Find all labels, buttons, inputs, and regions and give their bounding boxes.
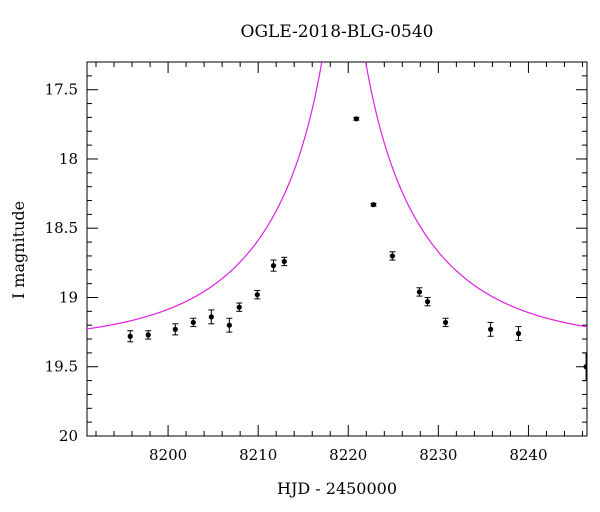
- y-tick-label: 19.5: [45, 358, 78, 376]
- y-tick-label: 17.5: [45, 81, 78, 99]
- data-marker: [583, 364, 587, 370]
- data-marker: [389, 253, 396, 259]
- data-point: [145, 330, 152, 340]
- data-point: [442, 317, 449, 328]
- data-marker: [172, 326, 178, 332]
- data-marker: [488, 326, 494, 332]
- data-marker: [370, 202, 377, 208]
- x-axis-label: HJD - 2450000: [277, 479, 397, 498]
- data-marker: [442, 319, 449, 326]
- data-marker: [226, 322, 232, 328]
- data-marker: [353, 116, 359, 122]
- data-point: [416, 287, 423, 297]
- x-tick-label: 8200: [149, 446, 187, 464]
- y-tick-label: 19: [59, 288, 78, 306]
- x-tick-label: 8230: [419, 446, 457, 464]
- data-point: [515, 326, 522, 341]
- data-marker: [145, 332, 151, 338]
- data-point: [172, 323, 179, 336]
- data-point: [281, 256, 288, 267]
- data-marker: [270, 263, 277, 269]
- data-point: [370, 202, 377, 208]
- data-point: [127, 330, 134, 343]
- data-marker: [236, 304, 242, 310]
- data-point: [270, 259, 277, 272]
- data-point: [583, 352, 587, 382]
- data-point: [389, 251, 396, 261]
- data-marker: [281, 258, 287, 265]
- data-marker: [424, 299, 431, 305]
- x-tick-label: 8210: [239, 446, 277, 464]
- data-point: [424, 296, 431, 307]
- data-marker: [254, 292, 260, 298]
- x-tick-label: 8240: [509, 446, 547, 464]
- data-marker: [515, 330, 522, 337]
- data-point: [353, 116, 360, 122]
- data-point: [487, 321, 494, 337]
- data-point: [226, 317, 233, 333]
- data-marker: [190, 319, 196, 326]
- data-point: [190, 317, 197, 328]
- data-point: [208, 309, 215, 325]
- chart-title: OGLE-2018-BLG-0540: [241, 22, 434, 42]
- data-marker: [208, 314, 214, 320]
- y-tick-label: 20: [59, 427, 78, 445]
- model-curve: [87, 62, 587, 330]
- data-marker: [127, 333, 133, 339]
- data-point: [254, 290, 261, 300]
- y-axis-label: I magnitude: [9, 201, 28, 299]
- plot-area: 8200 8210 8220 8230 8240 17.5 18 18.5 19 19.5 20: [45, 61, 588, 464]
- x-tick-label: 8220: [329, 446, 367, 464]
- plot-frame: [86, 61, 588, 437]
- y-tick-label: 18: [59, 150, 78, 168]
- data-marker: [416, 289, 423, 295]
- data-point: [236, 302, 243, 312]
- y-tick-label: 18.5: [45, 219, 78, 237]
